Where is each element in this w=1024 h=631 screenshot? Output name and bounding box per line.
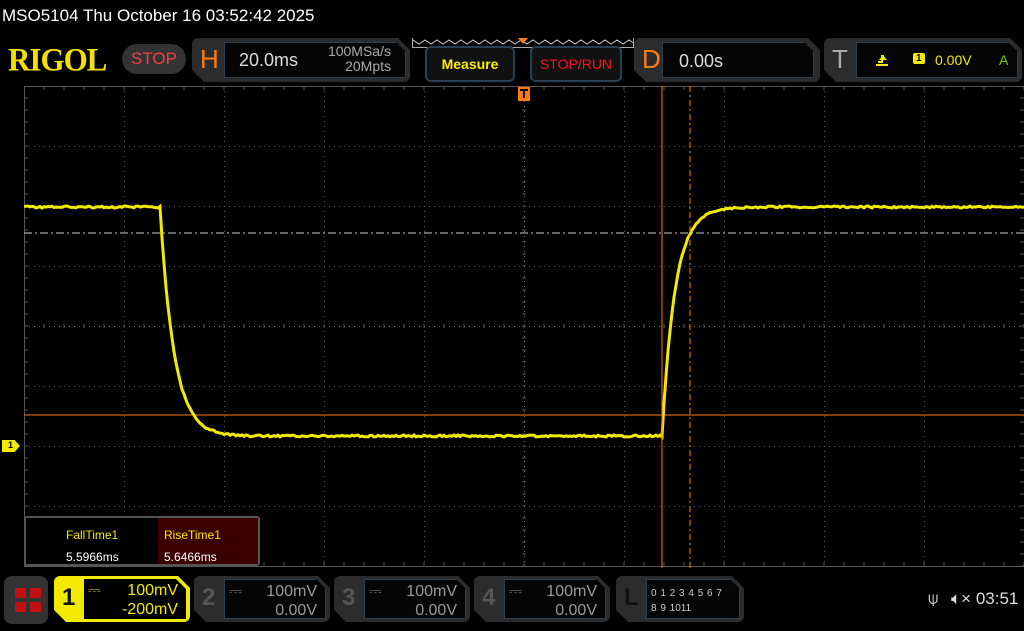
trigger-label: T [832, 44, 848, 75]
memory-depth: 20Mpts [328, 59, 391, 74]
measurement-label: RiseTime1 [164, 524, 258, 546]
delay-value: 0.00s [662, 42, 814, 78]
rising-edge-icon [875, 53, 889, 67]
ch1-offset-marker[interactable]: 1 [2, 440, 20, 452]
channel-2-panel[interactable]: 2 ⎓ 100mV 0.00V [194, 576, 330, 622]
logic-channels-row1: 0 1 2 3 4 5 6 7 [651, 586, 739, 601]
sample-rate: 100MSa/s [328, 44, 391, 59]
channel-offset: -200mV [84, 600, 178, 619]
channel-offset: 0.00V [225, 601, 317, 620]
trigger-level: 0.00V [935, 52, 972, 68]
dc-coupling-icon: ⎓ [509, 582, 522, 601]
rigol-logo: RIGOL [8, 41, 106, 79]
speaker-muted-icon[interactable]: 🔈︎× [951, 589, 971, 608]
clock: 03:51 [976, 589, 1019, 608]
measurement-value: 5.5966ms [32, 546, 126, 568]
measurement-label: FallTime1 [32, 524, 126, 546]
logic-channels-row2: 8 9 1011 12131415 [651, 601, 739, 631]
graticule [24, 86, 1024, 567]
run-state-badge[interactable]: STOP [122, 44, 186, 74]
measurement-value: 5.6466ms [164, 546, 258, 568]
channel-number: 1 [62, 584, 75, 612]
measurement-fall-time[interactable]: FallTime1 5.5966ms [26, 518, 126, 564]
channel-offset: 0.00V [365, 601, 457, 620]
logic-analyzer-panel[interactable]: L 0 1 2 3 4 5 6 78 9 1011 12131415 [616, 576, 744, 622]
dc-coupling-icon: ⎓ [88, 581, 101, 600]
channel-number: 4 [482, 584, 495, 612]
channel-4-panel[interactable]: 4 ⎓ 100mV 0.00V [474, 576, 610, 622]
waveform-display[interactable] [24, 86, 1024, 568]
timebase: 20.0ms [239, 50, 298, 71]
trigger-mode: A [999, 52, 1008, 68]
status-area: ⍦ 🔈︎× 03:51 [928, 589, 1018, 609]
dc-coupling-icon: ⎓ [229, 582, 242, 601]
channel-number: 2 [202, 584, 215, 612]
delay-label: D [642, 44, 661, 75]
channel-number: 3 [342, 584, 355, 612]
measurement-rise-time[interactable]: RiseTime1 5.6466ms [158, 518, 258, 564]
channel-1-panel[interactable]: 1 ⎓ 100mV -200mV [54, 576, 190, 622]
channel-offset: 0.00V [505, 601, 597, 620]
stop-run-button[interactable]: STOP/RUN [530, 46, 622, 82]
measure-button[interactable]: Measure [425, 46, 515, 82]
main-menu-button[interactable] [4, 576, 48, 624]
horizontal-label: H [200, 44, 219, 75]
logic-label: L [624, 584, 639, 612]
channel-3-panel[interactable]: 3 ⎓ 100mV 0.00V [334, 576, 470, 622]
delay-panel[interactable]: D 0.00s [634, 38, 820, 82]
dc-coupling-icon: ⎓ [369, 582, 382, 601]
trigger-position-icon [518, 87, 530, 101]
measurement-panel: FallTime1 5.5966ms RiseTime1 5.6466ms [24, 516, 260, 566]
trigger-source: 1 [913, 53, 925, 64]
usb-icon: ⍦ [928, 589, 938, 608]
trigger-panel[interactable]: T 1 0.00V A [824, 38, 1022, 82]
title-bar: MSO5104 Thu October 16 03:52:42 2025 [2, 6, 315, 26]
horizontal-panel[interactable]: H 20.0ms 100MSa/s 20Mpts [192, 38, 410, 82]
